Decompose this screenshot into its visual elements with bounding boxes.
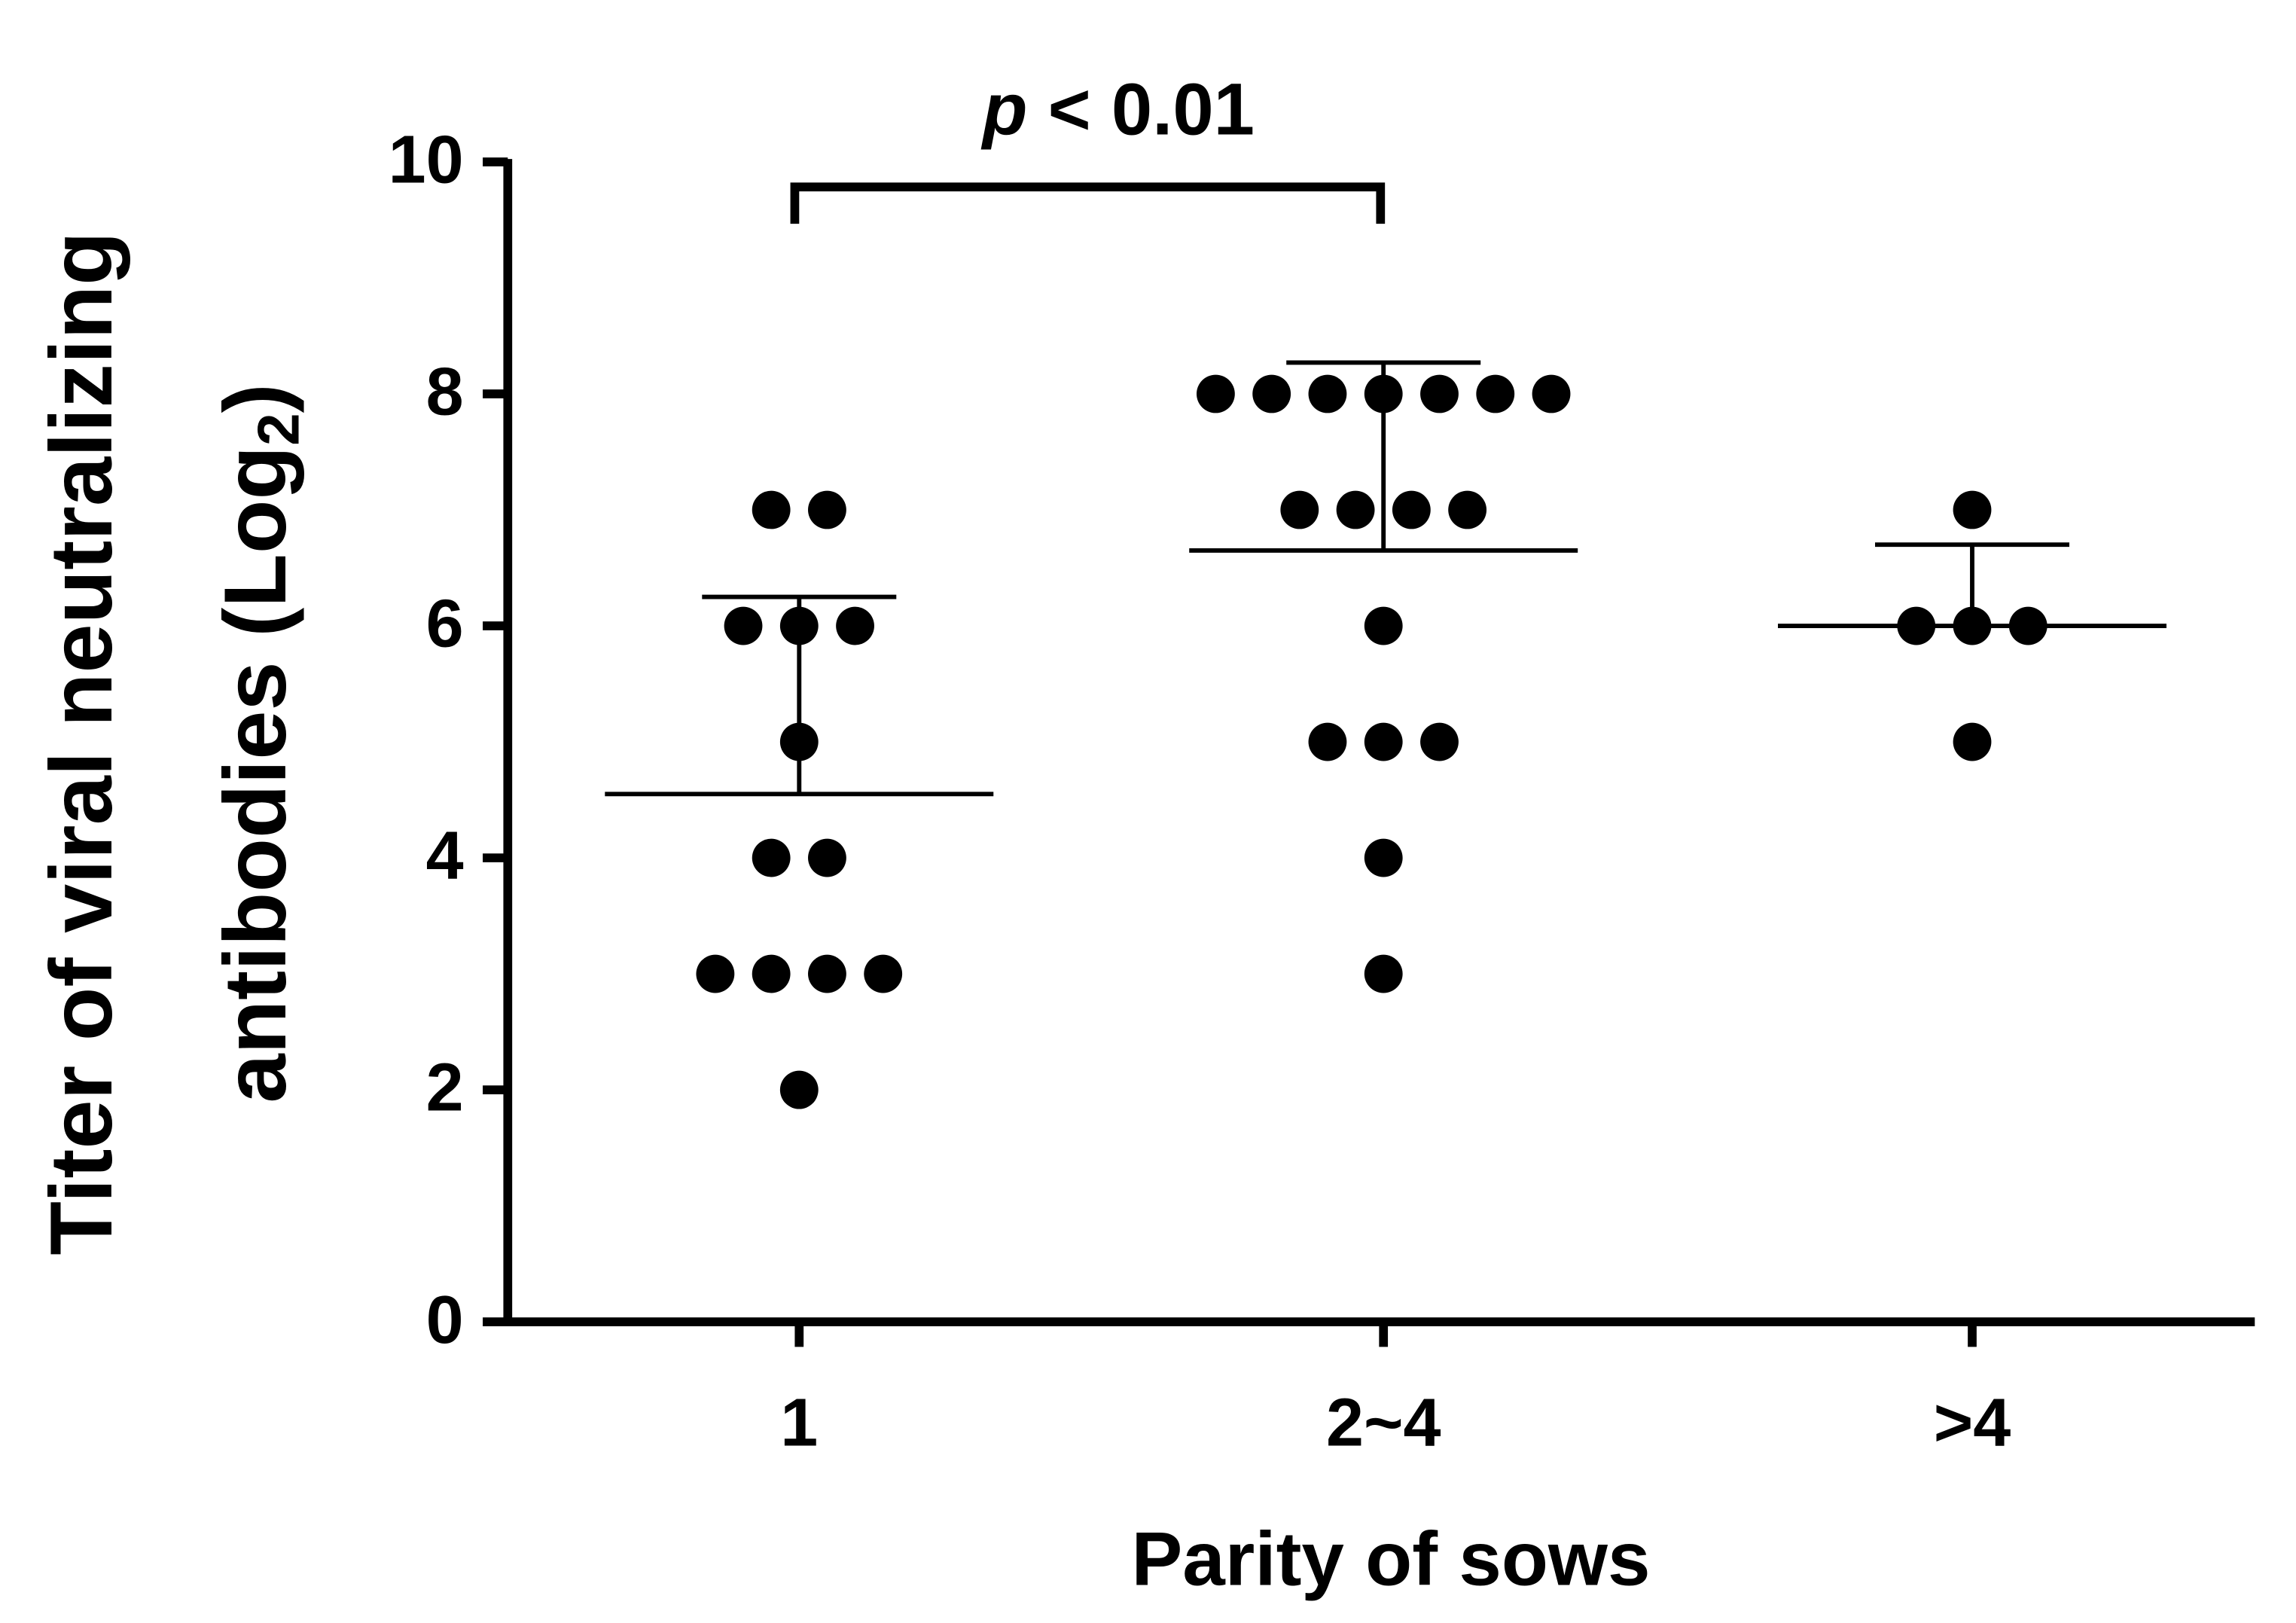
annotation-value: < 0.01 bbox=[1048, 68, 1255, 150]
data-point bbox=[808, 490, 846, 529]
y-tick-label: 6 bbox=[426, 587, 464, 662]
data-point bbox=[1252, 374, 1291, 413]
annotation: p < 0.01 bbox=[980, 68, 1255, 150]
data-point bbox=[696, 954, 735, 993]
data-point bbox=[752, 838, 791, 877]
y-tick-label: 10 bbox=[389, 123, 464, 198]
data-point bbox=[1420, 722, 1459, 761]
y-axis-label-subscript: 2 bbox=[245, 413, 311, 445]
y-axis-label-text: ) bbox=[206, 383, 304, 413]
y-axis-label: Titer of viral neutralizing antibodies (… bbox=[32, 231, 311, 1255]
y-tick-label: 8 bbox=[426, 355, 464, 430]
data-point bbox=[1953, 722, 1992, 761]
data-point bbox=[1336, 490, 1375, 529]
data-point bbox=[836, 606, 874, 645]
data-point bbox=[1953, 490, 1992, 529]
y-axis-label-text: antibodies (Log bbox=[206, 446, 304, 1103]
x-axis-label: Parity of sows bbox=[1131, 1515, 1650, 1601]
data-point bbox=[752, 490, 791, 529]
data-point bbox=[1308, 722, 1347, 761]
annotation-p: p bbox=[980, 68, 1028, 150]
data-point bbox=[1364, 722, 1403, 761]
data-point bbox=[808, 954, 846, 993]
y-tick-label: 2 bbox=[426, 1051, 464, 1126]
data-point bbox=[1448, 490, 1487, 529]
data-point bbox=[1280, 490, 1319, 529]
data-point bbox=[1364, 954, 1403, 993]
data-point bbox=[752, 954, 791, 993]
data-point bbox=[864, 954, 903, 993]
x-tick-label: 1 bbox=[780, 1386, 818, 1461]
y-axis-label-line: Titer of viral neutralizing bbox=[32, 231, 130, 1255]
data-point bbox=[1420, 374, 1459, 413]
data-point bbox=[1364, 606, 1403, 645]
data-point bbox=[779, 1070, 819, 1109]
data-point bbox=[1476, 374, 1515, 413]
data-point bbox=[1308, 374, 1347, 413]
data-point bbox=[724, 606, 763, 645]
data-point bbox=[1532, 374, 1571, 413]
y-tick-label: 0 bbox=[426, 1283, 464, 1358]
significance-bracket bbox=[790, 182, 1386, 224]
x-tick-label: 2~4 bbox=[1326, 1386, 1441, 1461]
x-tick-label: >4 bbox=[1934, 1386, 2011, 1461]
y-axis-label-line: antibodies (Log2) bbox=[206, 383, 311, 1103]
data-point bbox=[1364, 838, 1403, 877]
data-point bbox=[1196, 374, 1235, 413]
data-point bbox=[1392, 490, 1431, 529]
data-point bbox=[808, 838, 846, 877]
y-tick-label: 4 bbox=[426, 819, 464, 894]
